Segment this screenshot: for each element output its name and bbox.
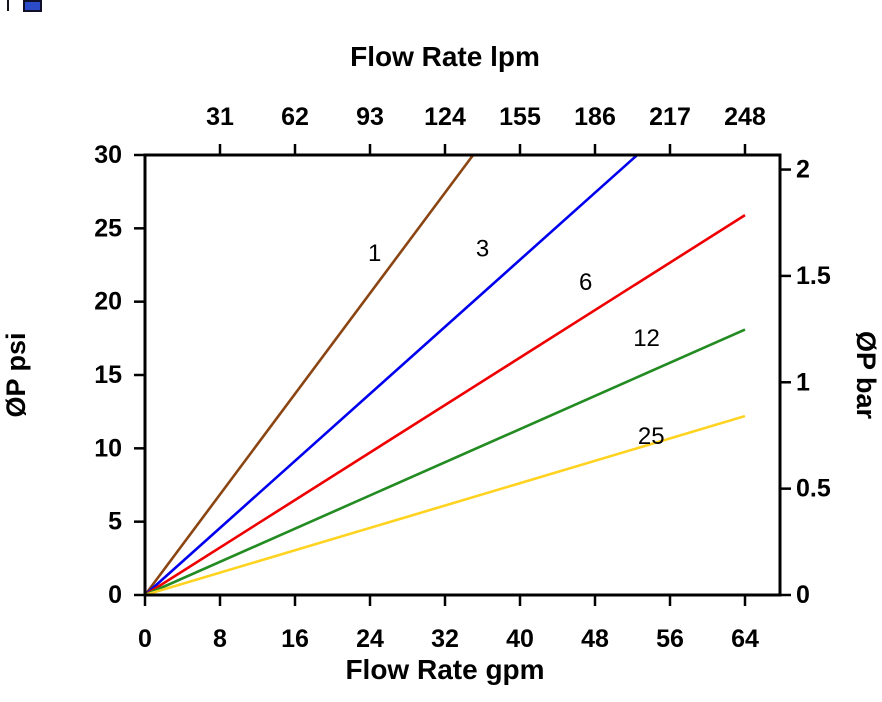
left-tick-label: 15 [94, 361, 122, 389]
bottom-tick-label: 16 [281, 625, 309, 653]
series-label-25: 25 [638, 423, 665, 450]
top-tick-label: 248 [724, 103, 766, 131]
left-tick-label: 5 [108, 508, 122, 536]
series-line-3 [144, 154, 639, 596]
left-tick-label: 20 [94, 288, 122, 316]
right-tick-label: 1 [796, 368, 810, 396]
corner-artifact-bar [7, 0, 9, 11]
series-label-12: 12 [633, 325, 660, 352]
series-label-6: 6 [579, 269, 592, 296]
top-tick-label: 186 [574, 103, 616, 131]
left-tick-label: 0 [108, 581, 122, 609]
series-label-3: 3 [476, 235, 489, 262]
bottom-tick-label: 24 [356, 625, 384, 653]
left-tick-label: 25 [94, 214, 122, 242]
bottom-tick-label: 48 [581, 625, 609, 653]
left-axis-title: ØP psi [1, 332, 31, 417]
top-axis-title: Flow Rate lpm [350, 41, 540, 72]
left-tick-label: 10 [94, 434, 122, 462]
bottom-tick-label: 32 [431, 625, 459, 653]
bottom-tick-label: 64 [731, 625, 759, 653]
top-tick-label: 155 [499, 103, 541, 131]
top-tick-label: 217 [649, 103, 691, 131]
right-tick-label: 0 [796, 581, 810, 609]
right-tick-label: 2 [796, 156, 810, 184]
corner-artifact-box [23, 0, 42, 12]
bottom-tick-label: 0 [138, 625, 152, 653]
top-tick-label: 93 [356, 103, 384, 131]
right-tick-label: 1.5 [796, 262, 831, 290]
right-tick-label: 0.5 [796, 475, 831, 503]
series-line-12 [144, 328, 746, 597]
top-tick-label: 31 [206, 103, 234, 131]
bottom-tick-label: 40 [506, 625, 534, 653]
bottom-tick-label: 8 [213, 625, 227, 653]
series-line-1 [143, 154, 475, 596]
plot-border [143, 153, 782, 597]
left-tick-label: 30 [94, 141, 122, 169]
top-tick-label: 62 [281, 103, 309, 131]
series-label-1: 1 [368, 240, 381, 267]
bottom-tick-label: 56 [656, 625, 684, 653]
top-tick-label: 124 [424, 103, 466, 131]
bottom-axis-title: Flow Rate gpm [345, 654, 544, 685]
series-line-25 [144, 414, 746, 597]
right-axis-title: ØP bar [851, 331, 881, 420]
series-line-6 [144, 214, 746, 597]
